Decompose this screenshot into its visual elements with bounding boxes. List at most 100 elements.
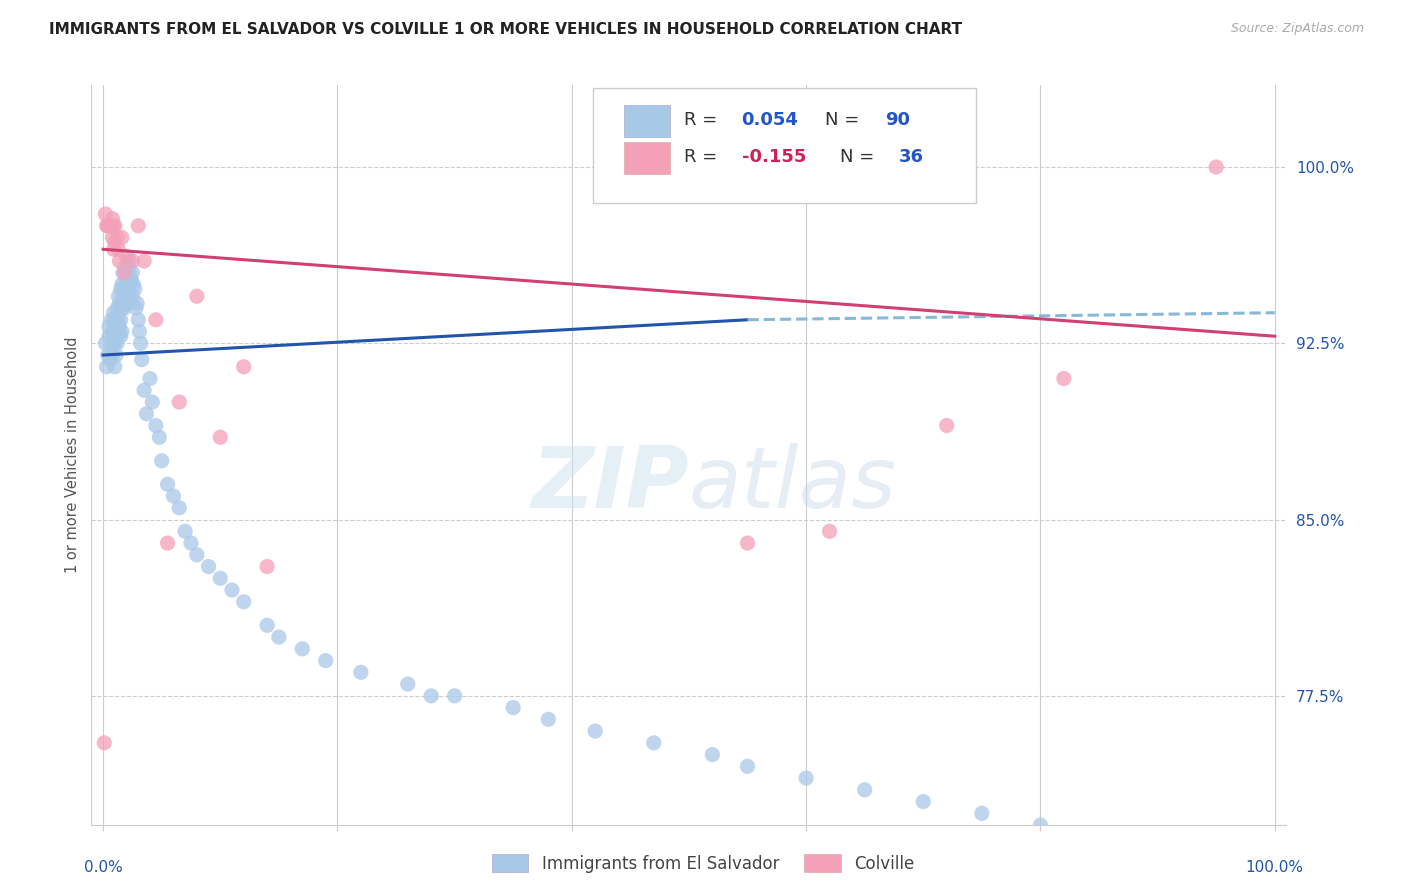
Point bbox=[643, 736, 665, 750]
Point bbox=[127, 312, 149, 326]
Text: -0.155: -0.155 bbox=[741, 148, 806, 166]
Point bbox=[101, 230, 124, 244]
Point bbox=[100, 219, 122, 233]
Point bbox=[912, 795, 935, 809]
Point bbox=[120, 277, 141, 292]
Point bbox=[141, 395, 163, 409]
Point bbox=[169, 500, 191, 515]
Point bbox=[120, 273, 142, 287]
Point bbox=[98, 219, 120, 233]
Point bbox=[111, 301, 134, 315]
Point bbox=[935, 418, 957, 433]
Point bbox=[132, 384, 156, 398]
Point bbox=[105, 336, 128, 351]
Point bbox=[98, 219, 121, 233]
Point bbox=[186, 289, 208, 303]
Point bbox=[104, 359, 127, 374]
Point bbox=[197, 559, 219, 574]
Point bbox=[131, 352, 153, 367]
Point bbox=[112, 301, 135, 315]
Point bbox=[98, 319, 120, 334]
Point bbox=[105, 325, 127, 339]
Point bbox=[108, 254, 131, 268]
Point bbox=[93, 736, 115, 750]
Point bbox=[350, 665, 373, 680]
Point bbox=[174, 524, 197, 539]
Point bbox=[114, 259, 136, 273]
Point bbox=[256, 618, 278, 632]
FancyBboxPatch shape bbox=[593, 88, 976, 203]
Point bbox=[115, 249, 138, 263]
Point bbox=[108, 296, 131, 310]
Point bbox=[232, 595, 254, 609]
Point bbox=[105, 301, 128, 315]
Point bbox=[128, 325, 150, 339]
Point bbox=[104, 336, 127, 351]
Point bbox=[583, 724, 606, 739]
FancyBboxPatch shape bbox=[624, 105, 669, 136]
Point bbox=[104, 235, 127, 250]
Point bbox=[1053, 371, 1076, 385]
Point bbox=[112, 289, 135, 303]
Text: N =: N = bbox=[839, 148, 880, 166]
Point bbox=[396, 677, 419, 691]
Point bbox=[209, 571, 232, 585]
Point bbox=[114, 282, 136, 296]
Point bbox=[970, 806, 993, 821]
Point bbox=[105, 230, 128, 244]
Text: 36: 36 bbox=[900, 148, 924, 166]
Point bbox=[98, 352, 121, 367]
Point bbox=[98, 219, 120, 233]
Point bbox=[105, 348, 127, 362]
Text: atlas: atlas bbox=[689, 443, 897, 526]
Point bbox=[111, 325, 134, 339]
Point bbox=[96, 359, 118, 374]
Point bbox=[256, 559, 278, 574]
Point bbox=[118, 266, 141, 280]
Point bbox=[101, 348, 124, 362]
Point bbox=[101, 211, 124, 226]
Point bbox=[180, 536, 202, 550]
FancyBboxPatch shape bbox=[624, 143, 669, 174]
Point bbox=[97, 219, 120, 233]
Point bbox=[127, 219, 149, 233]
Point bbox=[124, 282, 146, 296]
Text: 90: 90 bbox=[884, 112, 910, 129]
Point bbox=[502, 700, 524, 714]
Point bbox=[156, 536, 179, 550]
Point bbox=[94, 336, 117, 351]
Text: 0.0%: 0.0% bbox=[84, 861, 122, 875]
Point bbox=[291, 641, 314, 656]
Point bbox=[98, 329, 120, 343]
Point bbox=[162, 489, 184, 503]
Point bbox=[111, 277, 134, 292]
Point bbox=[121, 254, 143, 268]
Point bbox=[125, 301, 148, 315]
Point bbox=[232, 359, 254, 374]
Point bbox=[98, 219, 121, 233]
Point bbox=[315, 654, 337, 668]
Legend: Immigrants from El Salvador, Colville: Immigrants from El Salvador, Colville bbox=[485, 847, 921, 880]
Point bbox=[135, 407, 157, 421]
Point bbox=[150, 454, 173, 468]
Point bbox=[132, 254, 156, 268]
Point bbox=[100, 312, 122, 326]
Point bbox=[112, 277, 135, 292]
Point bbox=[110, 329, 132, 343]
Point bbox=[103, 242, 125, 256]
Point bbox=[107, 242, 129, 256]
Point bbox=[96, 219, 118, 233]
Text: ZIP: ZIP bbox=[531, 443, 689, 526]
Point bbox=[209, 430, 232, 444]
Point bbox=[107, 289, 129, 303]
Point bbox=[145, 312, 167, 326]
Point bbox=[221, 583, 243, 598]
Point bbox=[537, 712, 560, 726]
Point bbox=[129, 336, 152, 351]
Text: Source: ZipAtlas.com: Source: ZipAtlas.com bbox=[1230, 22, 1364, 36]
Point bbox=[103, 336, 125, 351]
Point bbox=[118, 254, 141, 268]
Point bbox=[108, 319, 131, 334]
Text: IMMIGRANTS FROM EL SALVADOR VS COLVILLE 1 OR MORE VEHICLES IN HOUSEHOLD CORRELAT: IMMIGRANTS FROM EL SALVADOR VS COLVILLE … bbox=[49, 22, 962, 37]
Point bbox=[104, 312, 127, 326]
